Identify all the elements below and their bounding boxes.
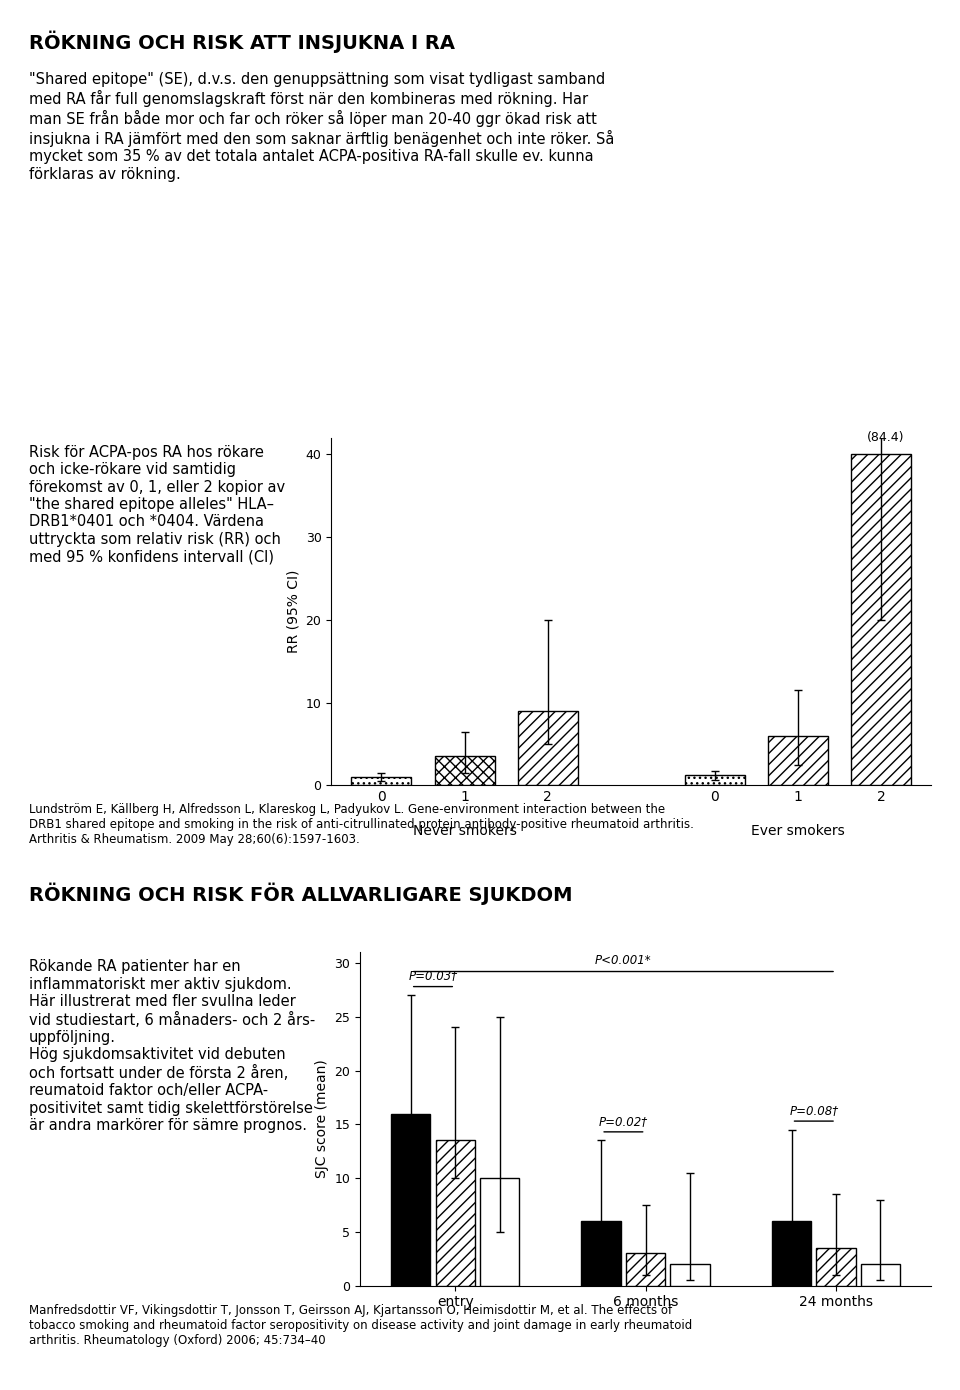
- Y-axis label: SJC score (mean): SJC score (mean): [315, 1059, 329, 1179]
- Bar: [480, 1179, 519, 1286]
- Text: RÖKNING OCH RISK FÖR ALLVARLIGARE SJUKDOM: RÖKNING OCH RISK FÖR ALLVARLIGARE SJUKDO…: [29, 883, 572, 905]
- Bar: [517, 710, 578, 785]
- Text: P<0.001*: P<0.001*: [595, 954, 652, 967]
- Bar: [684, 776, 745, 785]
- Bar: [391, 1113, 430, 1286]
- Bar: [861, 1265, 900, 1286]
- Bar: [582, 1222, 621, 1286]
- Text: Manfredsdottir VF, Vikingsdottir T, Jonsson T, Geirsson AJ, Kjartansson O, Heimi: Manfredsdottir VF, Vikingsdottir T, Jons…: [29, 1304, 692, 1347]
- Text: "Shared epitope" (SE), d.v.s. den genuppsättning som visat tydligast samband
med: "Shared epitope" (SE), d.v.s. den genupp…: [29, 72, 614, 182]
- Text: Rökande RA patienter har en
inflammatoriskt mer aktiv sjukdom.
Här illustrerat m: Rökande RA patienter har en inflammatori…: [29, 959, 315, 1133]
- Bar: [435, 756, 494, 785]
- Bar: [772, 1222, 811, 1286]
- Bar: [351, 777, 411, 785]
- Bar: [816, 1248, 855, 1286]
- Bar: [670, 1265, 709, 1286]
- Bar: [436, 1140, 475, 1286]
- Text: RÖKNING OCH RISK ATT INSJUKNA I RA: RÖKNING OCH RISK ATT INSJUKNA I RA: [29, 31, 455, 53]
- Y-axis label: RR (95% CI): RR (95% CI): [286, 570, 300, 653]
- Text: (84.4): (84.4): [867, 431, 904, 445]
- Text: P=0.02†: P=0.02†: [599, 1115, 648, 1127]
- Bar: [626, 1254, 665, 1286]
- Text: P=0.03†: P=0.03†: [408, 969, 458, 983]
- Text: P=0.08†: P=0.08†: [789, 1104, 838, 1116]
- Text: Risk för ACPA-pos RA hos rökare
och icke-rökare vid samtidig
förekomst av 0, 1, : Risk för ACPA-pos RA hos rökare och icke…: [29, 445, 285, 564]
- Text: Ever smokers: Ever smokers: [751, 824, 845, 838]
- Text: Never smokers: Never smokers: [413, 824, 516, 838]
- Bar: [852, 455, 911, 785]
- Text: Lundström E, Källberg H, Alfredsson L, Klareskog L, Padyukov L. Gene-environment: Lundström E, Källberg H, Alfredsson L, K…: [29, 803, 694, 847]
- Bar: [768, 735, 828, 785]
